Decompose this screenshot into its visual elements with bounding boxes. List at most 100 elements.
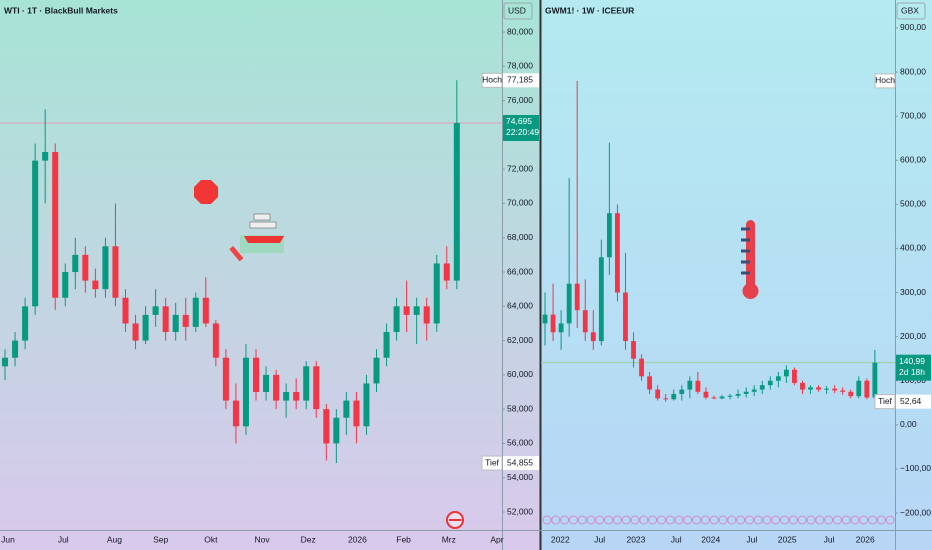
x-tick-label: 2023 <box>626 534 645 544</box>
candle-body <box>313 366 320 410</box>
high-tag-box <box>874 73 896 89</box>
candle-body <box>590 332 596 342</box>
pattern-marker <box>797 515 807 525</box>
candle-body <box>719 396 725 399</box>
pattern-marker <box>727 515 737 525</box>
candle-body <box>42 152 49 161</box>
candle-body <box>162 306 169 333</box>
pattern-marker <box>788 515 798 525</box>
candle-body <box>443 263 450 281</box>
pattern-marker <box>868 515 878 525</box>
x-tick-label: Jul <box>824 534 835 544</box>
high-value-box <box>503 73 539 88</box>
candle-body <box>727 395 733 397</box>
x-tick-label: Dez <box>301 534 316 544</box>
candle-body <box>671 393 677 400</box>
candle-body <box>816 387 821 390</box>
pattern-marker <box>718 515 728 525</box>
last-price-box <box>503 114 539 141</box>
candle-body <box>273 374 280 401</box>
candle-body <box>373 357 380 384</box>
right-panel <box>541 0 932 550</box>
candle-body <box>263 374 270 393</box>
last-price: 74,695 <box>506 116 532 126</box>
high-value: 77,185 <box>507 75 533 85</box>
candle-body <box>2 357 9 367</box>
candle-body <box>824 388 830 390</box>
pattern-marker <box>630 515 640 525</box>
x-tick-label: Mrz <box>442 534 456 544</box>
currency-box <box>896 2 926 20</box>
y-tick-label: 76,000 <box>507 95 533 105</box>
candle-body <box>303 366 310 401</box>
candle-body <box>679 389 685 394</box>
high-tag-box <box>481 72 503 88</box>
pattern-marker <box>595 515 605 525</box>
candle-body <box>182 314 189 327</box>
y-tick-label: 62,000 <box>507 335 533 345</box>
pattern-marker <box>560 515 570 525</box>
x-tick-label: Aug <box>107 534 122 544</box>
candle-body <box>152 306 159 315</box>
countdown: 2d 18h <box>899 367 925 377</box>
x-tick-label: Jul <box>746 534 757 544</box>
pattern-marker <box>586 515 596 525</box>
pattern-marker <box>639 515 649 525</box>
high-tag: Hoch <box>482 75 502 85</box>
y-tick-label: 900,00 <box>900 22 926 32</box>
y-tick-label: 600,00 <box>900 155 926 165</box>
candle-body <box>566 283 572 324</box>
x-tick-label: 2026 <box>856 534 875 544</box>
pattern-marker <box>621 515 631 525</box>
y-tick-label: 0,00 <box>900 419 917 429</box>
y-tick-label: 68,000 <box>507 232 533 242</box>
candle-body <box>695 380 701 392</box>
pattern-marker <box>674 515 684 525</box>
candle-body <box>453 122 460 281</box>
candle-body <box>222 357 229 401</box>
candle-body <box>582 310 588 333</box>
y-tick-label: 64,000 <box>507 301 533 311</box>
candle-body <box>703 391 709 398</box>
pattern-marker <box>815 515 825 525</box>
pattern-marker <box>885 515 895 525</box>
pattern-marker <box>736 515 746 525</box>
pattern-marker <box>780 515 790 525</box>
candle-body <box>647 376 653 390</box>
x-tick-label: 2025 <box>778 534 797 544</box>
high-tag: Hoch <box>875 75 895 85</box>
y-tick-label: 60,000 <box>507 369 533 379</box>
y-tick-label: 58,000 <box>507 403 533 413</box>
candle-body <box>413 306 420 315</box>
y-tick-label: 400,00 <box>900 243 926 253</box>
candle-body <box>363 383 370 427</box>
low-tag: Tief <box>878 396 892 406</box>
chart-title: WTI · 1T · BlackBull Markets <box>4 5 118 15</box>
candle-body <box>122 297 129 324</box>
candle-body <box>735 393 741 396</box>
candle-body <box>743 391 749 394</box>
pattern-marker <box>806 515 816 525</box>
x-tick-label: Sep <box>153 534 168 544</box>
candle-body <box>615 213 620 293</box>
pattern-marker <box>832 515 842 525</box>
y-tick-label: 700,00 <box>900 110 926 120</box>
candle-body <box>542 314 548 324</box>
last-price-box <box>896 354 931 381</box>
pattern-marker <box>577 515 587 525</box>
candle-body <box>864 380 870 398</box>
chart-title: GWM1! · 1W · ICEEUR <box>545 5 634 15</box>
candle-body <box>283 392 290 401</box>
ship-icon <box>229 213 284 262</box>
currency: USD <box>508 5 526 15</box>
low-value-box <box>503 456 539 471</box>
low-value: 54,855 <box>507 457 533 467</box>
candle-body <box>631 341 636 359</box>
y-tick-label: −100,00 <box>900 463 931 473</box>
candle-body <box>232 400 239 427</box>
pattern-marker <box>744 515 754 525</box>
candle-body <box>12 340 19 358</box>
candle-body <box>711 397 717 399</box>
candle-body <box>663 398 669 400</box>
candle-body <box>72 254 79 273</box>
